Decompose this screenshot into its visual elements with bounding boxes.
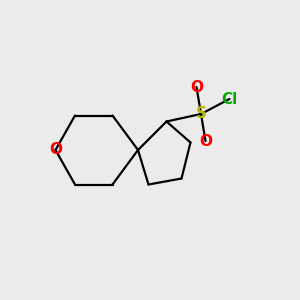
Text: S: S bbox=[196, 106, 206, 122]
Text: O: O bbox=[190, 80, 203, 94]
Text: Cl: Cl bbox=[221, 92, 238, 106]
Text: O: O bbox=[199, 134, 212, 148]
Text: O: O bbox=[49, 142, 62, 158]
